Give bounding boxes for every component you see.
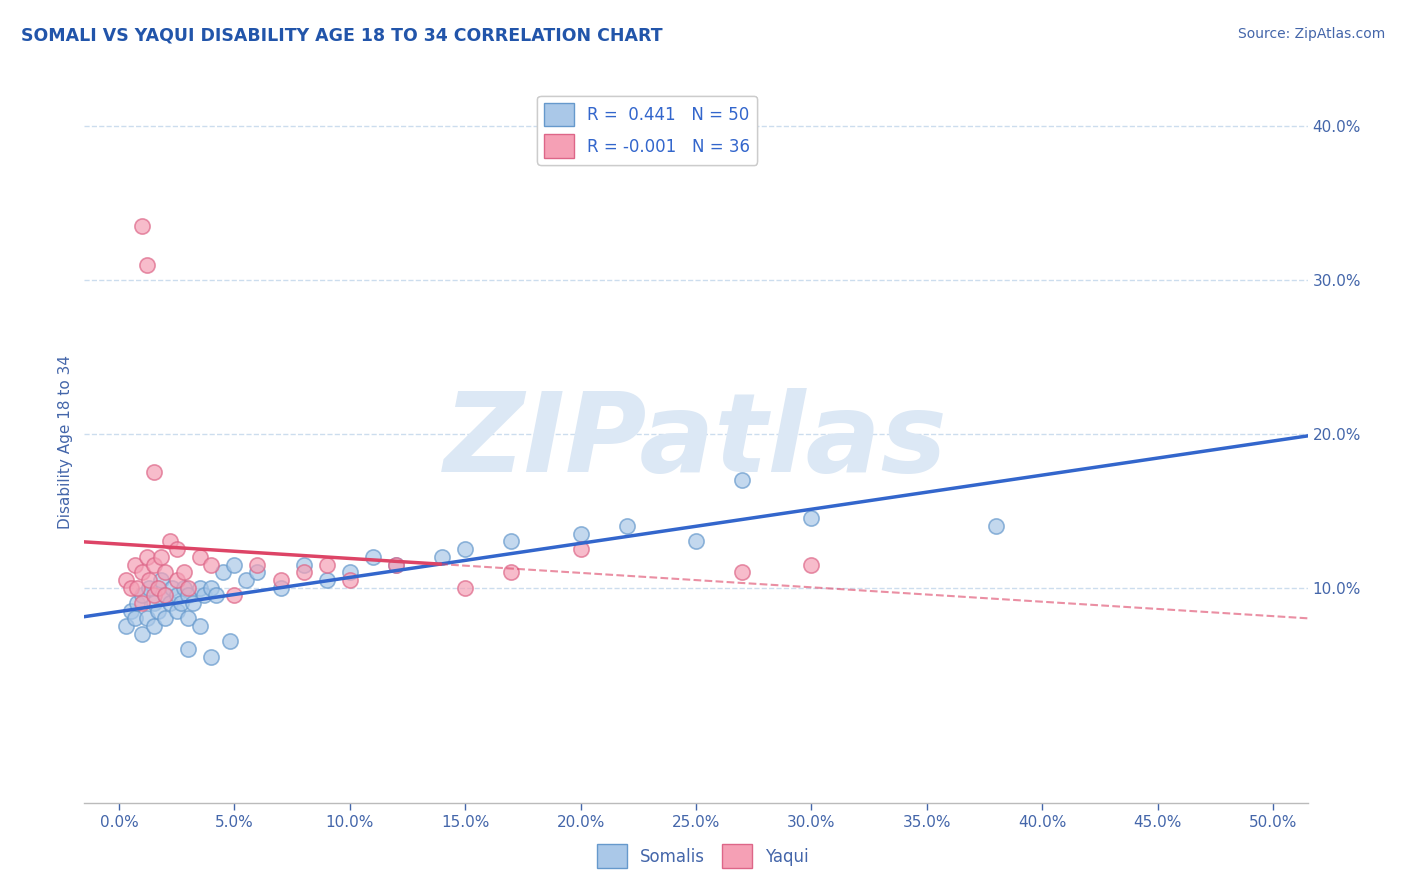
Point bbox=[569, 542, 592, 557]
Point bbox=[200, 581, 222, 595]
Point bbox=[115, 573, 138, 587]
Point bbox=[188, 549, 211, 564]
Point bbox=[177, 611, 200, 625]
Point bbox=[131, 588, 153, 602]
Point bbox=[142, 465, 165, 479]
Point bbox=[800, 558, 823, 572]
Point bbox=[153, 588, 176, 602]
Point bbox=[120, 581, 142, 595]
Y-axis label: Disability Age 18 to 34: Disability Age 18 to 34 bbox=[58, 354, 73, 529]
Point bbox=[127, 596, 149, 610]
Point bbox=[211, 565, 233, 579]
Point bbox=[159, 596, 181, 610]
Point bbox=[135, 549, 157, 564]
Point bbox=[224, 588, 246, 602]
Point bbox=[170, 596, 193, 610]
Point bbox=[200, 649, 222, 664]
Point bbox=[177, 642, 200, 657]
Point bbox=[120, 604, 142, 618]
Point bbox=[270, 581, 292, 595]
Point bbox=[200, 558, 222, 572]
Point bbox=[270, 573, 292, 587]
Point bbox=[153, 611, 176, 625]
Point bbox=[166, 542, 188, 557]
Text: ZIPatlas: ZIPatlas bbox=[444, 388, 948, 495]
Point bbox=[224, 558, 246, 572]
Point bbox=[124, 558, 146, 572]
Point bbox=[149, 573, 172, 587]
Point bbox=[124, 611, 146, 625]
Point bbox=[142, 588, 165, 602]
Point bbox=[177, 588, 200, 602]
Legend: Somalis, Yaqui: Somalis, Yaqui bbox=[591, 838, 815, 875]
Point bbox=[149, 549, 172, 564]
Point bbox=[188, 619, 211, 633]
Legend: R =  0.441   N = 50, R = -0.001   N = 36: R = 0.441 N = 50, R = -0.001 N = 36 bbox=[537, 95, 756, 165]
Point bbox=[315, 573, 337, 587]
Point bbox=[131, 626, 153, 640]
Point bbox=[339, 565, 361, 579]
Point bbox=[131, 596, 153, 610]
Point bbox=[148, 581, 170, 595]
Point bbox=[131, 219, 153, 234]
Point bbox=[131, 565, 153, 579]
Point bbox=[246, 565, 269, 579]
Point bbox=[454, 542, 477, 557]
Point bbox=[166, 573, 188, 587]
Point bbox=[142, 619, 165, 633]
Point bbox=[731, 565, 754, 579]
Point bbox=[292, 558, 315, 572]
Point bbox=[385, 558, 408, 572]
Point bbox=[501, 565, 523, 579]
Point bbox=[235, 573, 257, 587]
Point bbox=[616, 519, 638, 533]
Point bbox=[193, 588, 215, 602]
Point bbox=[177, 581, 200, 595]
Text: SOMALI VS YAQUI DISABILITY AGE 18 TO 34 CORRELATION CHART: SOMALI VS YAQUI DISABILITY AGE 18 TO 34 … bbox=[21, 27, 662, 45]
Point bbox=[166, 604, 188, 618]
Point bbox=[173, 581, 195, 595]
Point bbox=[246, 558, 269, 572]
Point bbox=[501, 534, 523, 549]
Point bbox=[173, 565, 195, 579]
Point bbox=[361, 549, 384, 564]
Point bbox=[181, 596, 204, 610]
Text: Source: ZipAtlas.com: Source: ZipAtlas.com bbox=[1237, 27, 1385, 41]
Point bbox=[160, 581, 183, 595]
Point bbox=[984, 519, 1007, 533]
Point bbox=[188, 581, 211, 595]
Point bbox=[153, 588, 176, 602]
Point bbox=[385, 558, 408, 572]
Point bbox=[138, 581, 160, 595]
Point bbox=[454, 581, 477, 595]
Point bbox=[159, 534, 181, 549]
Point bbox=[731, 473, 754, 487]
Point bbox=[115, 619, 138, 633]
Point bbox=[430, 549, 453, 564]
Point bbox=[800, 511, 823, 525]
Point bbox=[138, 573, 160, 587]
Point bbox=[315, 558, 337, 572]
Point bbox=[135, 258, 157, 272]
Point bbox=[205, 588, 228, 602]
Point bbox=[166, 588, 188, 602]
Point bbox=[148, 604, 170, 618]
Point bbox=[153, 565, 176, 579]
Point bbox=[135, 611, 157, 625]
Point bbox=[339, 573, 361, 587]
Point bbox=[569, 526, 592, 541]
Point bbox=[292, 565, 315, 579]
Point bbox=[142, 558, 165, 572]
Point bbox=[685, 534, 707, 549]
Point bbox=[127, 581, 149, 595]
Point bbox=[142, 596, 165, 610]
Point bbox=[218, 634, 240, 648]
